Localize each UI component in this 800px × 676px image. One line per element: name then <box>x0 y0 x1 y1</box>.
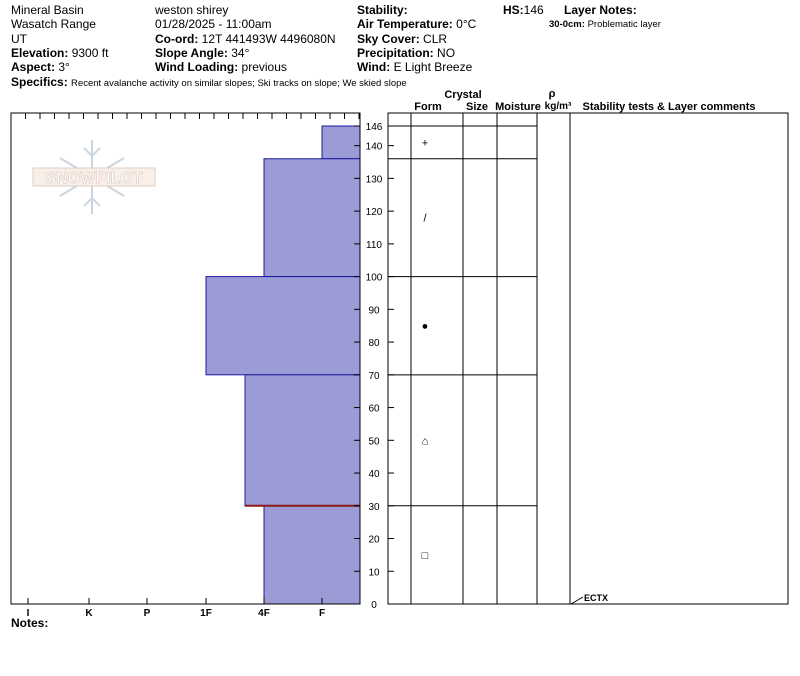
hardness-tick-label: K <box>85 608 93 619</box>
air-temp-value: 0°C <box>456 17 477 31</box>
depth-tick-label: 70 <box>368 371 380 382</box>
air-temp-label: Air Temperature: <box>357 17 453 31</box>
slope-angle: Slope Angle: 34° <box>155 46 249 60</box>
air-temperature: Air Temperature: 0°C <box>357 17 476 31</box>
hardness-tick-label: I <box>27 608 30 619</box>
depth-tick-label: 120 <box>366 207 383 218</box>
col-moisture: Moisture <box>495 101 541 113</box>
grain-form-symbol: □ <box>422 550 429 562</box>
depth-tick-label: 20 <box>368 535 380 546</box>
coord-label: Co-ord: <box>155 32 199 46</box>
depth-tick-label: 0 <box>371 600 377 611</box>
hs-label: HS: <box>503 3 524 17</box>
precipitation: Precipitation: NO <box>357 46 455 60</box>
layer-table-frame <box>387 112 789 605</box>
layer-note-range: 30-0cm: <box>549 19 585 30</box>
depth-tick-label: 146 <box>366 122 383 133</box>
precip-label: Precipitation: <box>357 46 434 60</box>
depth-tick-label: 50 <box>368 436 380 447</box>
col-size: Size <box>466 101 488 113</box>
wind-loading: Wind Loading: previous <box>155 60 287 74</box>
logo-text: SNOWPILOT <box>46 170 143 187</box>
elevation-label: Elevation: <box>11 46 69 60</box>
wind-loading-label: Wind Loading: <box>155 60 239 74</box>
col-density-unit: kg/m³ <box>545 101 572 112</box>
hardness-tick-label: P <box>144 608 151 619</box>
hardness-layer <box>205 276 361 376</box>
depth-tick-label: 110 <box>366 240 382 251</box>
depth-tick-label: 100 <box>366 273 383 284</box>
depth-tick-label: 130 <box>366 174 383 185</box>
elevation: Elevation: 9300 ft <box>11 46 108 60</box>
hs-value: 146 <box>523 3 544 17</box>
depth-tick-label: 140 <box>366 142 383 153</box>
snow-height: HS:146 <box>503 3 544 17</box>
hardness-tick-label: 1F <box>200 608 212 619</box>
col-crystal: Crystal <box>444 89 481 101</box>
hardness-layer <box>263 158 361 278</box>
test-result-label: ECTX <box>584 593 608 603</box>
notes-label: Notes: <box>11 616 49 630</box>
col-rho: ρ <box>549 88 556 100</box>
wind-value: E Light Breeze <box>393 60 473 74</box>
layer-note-text: Problematic layer <box>587 19 661 30</box>
datetime: 01/28/2025 - 11:00am <box>155 17 272 31</box>
coord-value: 12T 441493W 4496080N <box>201 32 336 46</box>
test-pointer <box>570 596 584 605</box>
hardness-tick-label: 4F <box>258 608 270 619</box>
layer-note: 30-0cm: Problematic layer <box>549 18 661 32</box>
hardness-tick-label: F <box>319 608 325 619</box>
depth-tick-label: 90 <box>368 305 380 316</box>
layer-notes-title: Layer Notes: <box>564 3 637 17</box>
col-form: Form <box>414 101 442 113</box>
layer-notes-label: Layer Notes: <box>564 3 637 17</box>
aspect-label: Aspect: <box>11 60 56 74</box>
observer: weston shirey <box>155 3 229 17</box>
wind-loading-value: previous <box>241 60 287 74</box>
location: Mineral Basin <box>11 3 84 17</box>
slope-value: 34° <box>231 46 250 60</box>
aspect: Aspect: 3° <box>11 60 70 74</box>
grain-form-symbol: ⌂ <box>422 435 429 447</box>
depth-tick-label: 40 <box>368 469 380 480</box>
depth-tick-label: 80 <box>368 338 380 349</box>
grain-form-symbol: / <box>423 213 427 225</box>
stability: Stability: <box>357 3 408 17</box>
snowpilot-logo: SNOWPILOT <box>32 140 156 214</box>
depth-tick-label: 10 <box>368 567 380 578</box>
coord: Co-ord: 12T 441493W 4496080N <box>155 32 336 46</box>
sky-value: CLR <box>423 32 448 46</box>
hardness-layer <box>244 374 361 507</box>
elevation-value: 9300 ft <box>71 46 109 60</box>
specifics-label: Specifics: <box>11 75 68 89</box>
specifics: Specifics: Recent avalanche activity on … <box>11 75 407 91</box>
slope-label: Slope Angle: <box>155 46 228 60</box>
state: UT <box>11 32 27 46</box>
hardness-layer <box>321 125 361 160</box>
grain-form-symbol: + <box>422 137 428 149</box>
grain-form-symbol: ● <box>422 321 429 333</box>
hardness-layer <box>263 505 361 605</box>
stability-label: Stability: <box>357 3 408 17</box>
specifics-text: Recent avalanche activity on similar slo… <box>71 78 407 89</box>
precip-value: NO <box>437 46 456 60</box>
sky-cover: Sky Cover: CLR <box>357 32 447 46</box>
wind-label: Wind: <box>357 60 391 74</box>
aspect-value: 3° <box>58 60 70 74</box>
col-stability-tests: Stability tests & Layer comments <box>582 101 755 113</box>
depth-tick-label: 30 <box>368 502 380 513</box>
depth-tick-label: 60 <box>368 404 380 415</box>
range: Wasatch Range <box>11 17 96 31</box>
wind: Wind: E Light Breeze <box>357 60 472 74</box>
sky-label: Sky Cover: <box>357 32 420 46</box>
